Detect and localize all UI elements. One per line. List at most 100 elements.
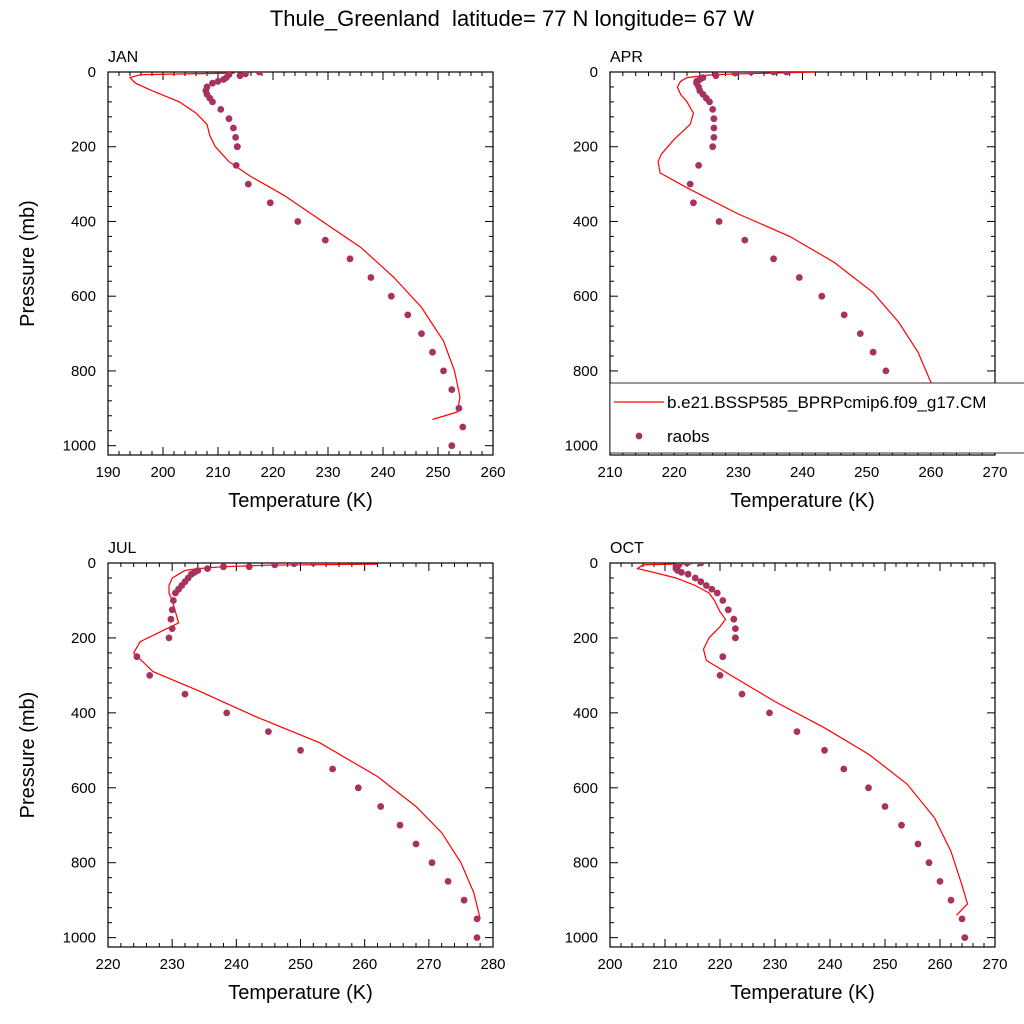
raobs-point xyxy=(165,634,173,642)
raobs-point xyxy=(741,236,749,244)
x-tick-label: 280 xyxy=(480,956,505,973)
raobs-point xyxy=(702,582,710,589)
y-tick-label: 200 xyxy=(573,630,598,647)
raobs-point xyxy=(220,563,227,571)
raobs-point xyxy=(459,423,467,431)
raobs-point xyxy=(724,606,732,614)
model-profile-line xyxy=(128,72,461,421)
raobs-point xyxy=(225,115,233,123)
y-tick-label: 1000 xyxy=(63,438,96,455)
x-tick-label: 260 xyxy=(352,956,377,973)
raobs-point xyxy=(710,115,718,123)
y-tick-label: 1000 xyxy=(565,930,598,947)
raobs-point xyxy=(168,625,176,632)
y-tick-label: 1000 xyxy=(63,930,96,947)
raobs-point xyxy=(167,615,175,623)
model-profile-line xyxy=(132,563,481,920)
raobs-point xyxy=(473,915,481,923)
raobs-point xyxy=(738,690,746,698)
plot-data xyxy=(128,72,467,450)
raobs-point xyxy=(233,143,241,151)
legend-obs-swatch xyxy=(635,432,643,440)
raobs-point xyxy=(683,563,691,567)
x-tick-label: 250 xyxy=(425,464,450,481)
raobs-point xyxy=(770,255,777,263)
raobs-point xyxy=(840,765,848,773)
x-tick-label: 220 xyxy=(662,464,687,481)
legend-obs-label: raobs xyxy=(667,427,710,446)
raobs-point xyxy=(710,124,718,132)
raobs-point xyxy=(168,606,176,614)
y-tick-label: 0 xyxy=(88,555,96,572)
raobs-point xyxy=(898,821,905,829)
raobs-point xyxy=(691,574,699,582)
figure-title: Thule_Greenland latitude= 77 N longitude… xyxy=(269,6,755,31)
y-tick-label: 200 xyxy=(71,630,96,647)
raobs-point xyxy=(881,803,889,810)
raobs-point xyxy=(265,728,272,735)
raobs-point xyxy=(220,76,227,83)
raobs-point xyxy=(783,72,790,76)
raobs-point xyxy=(448,442,456,450)
x-tick-label: 240 xyxy=(224,956,249,973)
x-tick-label: 230 xyxy=(315,464,340,481)
raobs-point xyxy=(709,106,717,113)
raobs-point xyxy=(230,124,237,132)
raobs-point xyxy=(818,292,826,300)
x-tick-label: 220 xyxy=(260,464,285,481)
raobs-point xyxy=(695,162,702,169)
raobs-point xyxy=(795,274,803,281)
y-tick-label: 600 xyxy=(71,780,96,797)
raobs-point xyxy=(429,348,436,356)
y-tick-label: 800 xyxy=(71,363,96,380)
raobs-point xyxy=(255,72,263,76)
raobs-point xyxy=(236,72,244,80)
raobs-point xyxy=(133,653,141,661)
raobs-point xyxy=(719,653,727,661)
y-tick-label: 0 xyxy=(88,64,96,81)
legend-model-label: b.e21.BSSP585_BPRPcmip6.f09_g17.CM xyxy=(667,393,986,412)
raobs-point xyxy=(710,134,718,141)
y-tick-label: 400 xyxy=(71,705,96,722)
x-tick-label: 240 xyxy=(790,464,815,481)
raobs-point xyxy=(387,292,395,300)
raobs-point xyxy=(869,348,877,356)
x-tick-label: 200 xyxy=(150,464,175,481)
raobs-point xyxy=(428,859,436,867)
raobs-point xyxy=(961,934,969,941)
x-tick-label: 250 xyxy=(854,464,879,481)
x-axis-label: Temperature (K) xyxy=(730,490,875,512)
plot-frame xyxy=(107,562,494,948)
raobs-point xyxy=(730,615,738,623)
raobs-point xyxy=(396,821,404,829)
raobs-point xyxy=(732,634,739,642)
x-tick-label: 220 xyxy=(707,956,732,973)
raobs-point xyxy=(232,162,240,169)
y-tick-label: 600 xyxy=(71,288,96,305)
raobs-point xyxy=(697,563,705,567)
raobs-point xyxy=(732,625,739,632)
y-tick-label: 800 xyxy=(71,855,96,872)
raobs-point xyxy=(404,311,412,319)
panel-title: OCT xyxy=(610,540,644,557)
raobs-point xyxy=(473,934,481,941)
y-axis-label: Pressure (mb) xyxy=(17,200,39,327)
raobs-point xyxy=(690,199,697,207)
raobs-point xyxy=(346,255,354,263)
raobs-point xyxy=(204,565,211,572)
raobs-point xyxy=(440,367,447,375)
x-tick-label: 270 xyxy=(982,464,1007,481)
x-tick-label: 210 xyxy=(205,464,230,481)
raobs-point xyxy=(856,330,864,337)
raobs-point xyxy=(678,569,685,576)
x-tick-label: 210 xyxy=(597,464,622,481)
raobs-point xyxy=(731,72,739,77)
plot-frame xyxy=(107,71,494,456)
raobs-point xyxy=(793,728,801,735)
raobs-point xyxy=(686,180,694,188)
x-tick-label: 270 xyxy=(982,956,1007,973)
y-axis-label: Pressure (mb) xyxy=(17,692,39,819)
raobs-point xyxy=(713,589,721,597)
raobs-point xyxy=(321,236,329,244)
